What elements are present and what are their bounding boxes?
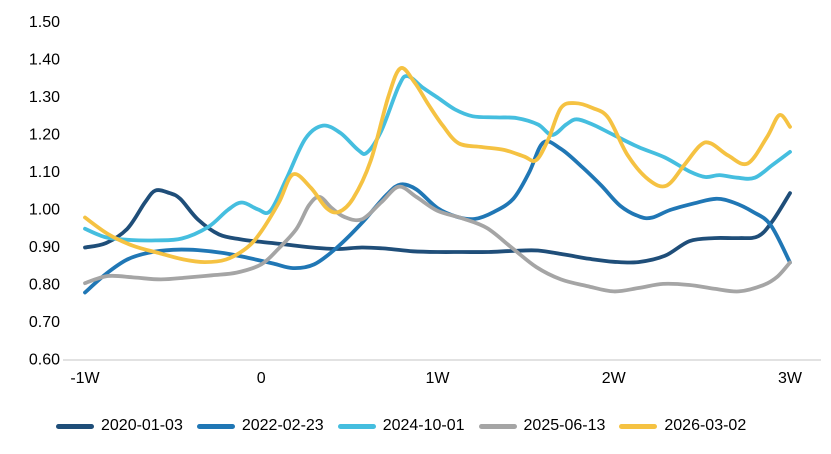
x-axis-tick-label: -1W (70, 370, 100, 387)
y-axis-tick-label: 0.80 (29, 277, 60, 294)
y-axis-tick-label: 1.40 (29, 52, 60, 69)
legend-item-2022-02-23: 2022-02-23 (196, 417, 324, 435)
legend-item-2020-01-03: 2020-01-03 (56, 417, 183, 435)
series-line-2026-03-02 (83, 66, 792, 264)
legend-item-2026-03-02: 2026-03-02 (619, 417, 746, 435)
y-axis-tick-label: 1.50 (29, 14, 60, 31)
x-axis-tick-label: 2W (602, 370, 627, 387)
legend-swatch (478, 423, 517, 429)
series-line-2025-06-13 (83, 184, 792, 294)
legend-item-2025-06-13: 2025-06-13 (478, 417, 606, 435)
legend-label: 2026-03-02 (664, 417, 747, 434)
legend-label: 2022-02-23 (241, 417, 324, 434)
legend-swatch (56, 423, 94, 429)
y-axis-tick-label: 0.90 (29, 239, 60, 256)
y-axis-tick-label: 1.10 (29, 164, 60, 181)
y-axis-tick-label: 1.20 (29, 127, 60, 144)
y-axis-tick-label: 1.00 (29, 202, 60, 219)
legend-item-2024-10-01: 2024-10-01 (337, 417, 465, 435)
y-axis-tick-label: 1.30 (29, 89, 60, 106)
plot-area: 1.50 1.40 1.30 1.20 1.10 1.00 0.90 0.80 0.70 0.60… (29, 14, 821, 387)
legend-label: 2025-06-13 (523, 417, 606, 434)
series-line-2024-10-01 (83, 74, 792, 243)
legend-swatch (619, 423, 658, 429)
x-axis-tick-label: 3W (778, 370, 803, 387)
legend-swatch (337, 423, 376, 429)
legend-swatch (196, 423, 235, 429)
legend-label: 2020-01-03 (101, 417, 183, 434)
y-axis-tick-label: 0.70 (29, 314, 60, 331)
chart-legend: 2020-01-03 2022-02-23 2024-10-01 2025-06-13… (0, 406, 831, 446)
x-axis-tick-label: 0 (257, 370, 266, 387)
y-axis-tick-label: 0.60 (29, 352, 60, 369)
series-line-2020-01-03 (83, 188, 792, 265)
x-axis-tick-label: 1W (426, 370, 451, 387)
legend-label: 2024-10-01 (382, 417, 465, 434)
